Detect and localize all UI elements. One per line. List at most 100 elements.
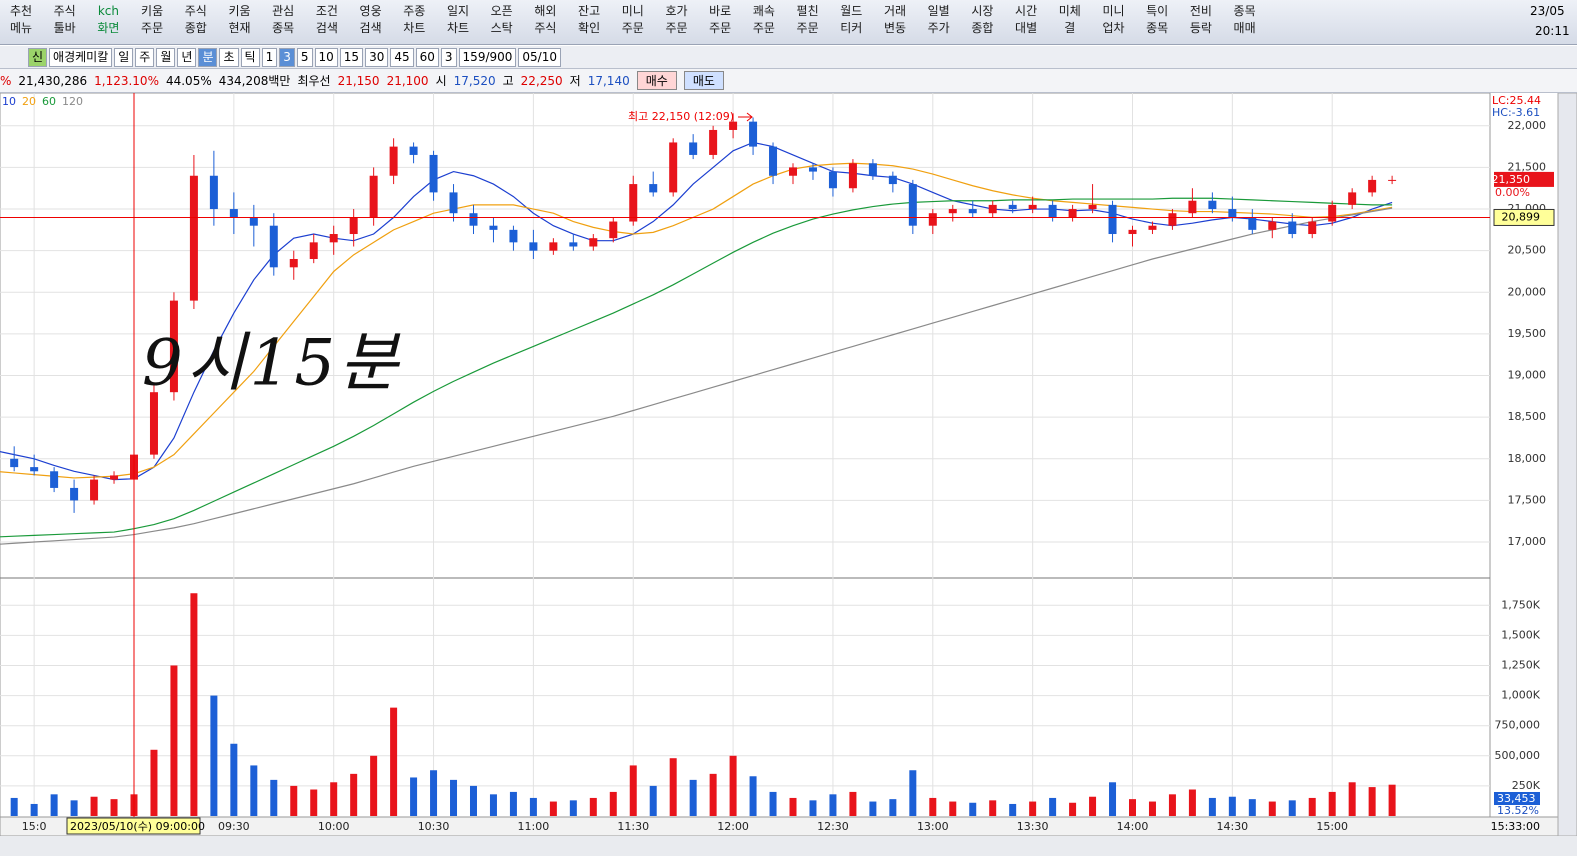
y-tick-label: 20,500: [1508, 244, 1547, 257]
toolbar-item[interactable]: 10: [314, 47, 338, 67]
toolbar-item[interactable]: 년: [177, 47, 197, 67]
candle-body: [329, 234, 338, 243]
toolbar-item[interactable]: 분: [198, 47, 218, 67]
toolbar-button[interactable]: 시간 대별: [1005, 3, 1047, 41]
volume-bar: [190, 593, 198, 816]
toolbar-button[interactable]: 종목 매매: [1224, 3, 1266, 41]
moving-average-line: [0, 162, 1393, 479]
toolbar-button[interactable]: 주식 종합: [175, 3, 217, 41]
toolbar-item[interactable]: 애경케미칼: [49, 47, 113, 67]
volume-bar: [1268, 801, 1276, 816]
toolbar-item[interactable]: 45: [390, 47, 414, 67]
button-line: 키움: [141, 4, 164, 18]
toolbar-item[interactable]: 60: [415, 47, 439, 67]
info-item: 21,100: [386, 73, 429, 88]
toolbar-button[interactable]: 조건 검색: [306, 3, 348, 41]
volume-bar: [50, 794, 58, 816]
toolbar-button[interactable]: 시장 종합: [961, 3, 1003, 41]
toolbar-button[interactable]: 바로 주문: [699, 3, 741, 41]
candle-body: [189, 175, 198, 301]
toolbar-item[interactable]: 159/900: [458, 47, 517, 67]
toolbar-button[interactable]: 키움 현재: [219, 3, 261, 41]
button-line: 종목: [272, 21, 295, 35]
candle-body: [988, 204, 997, 214]
button-line: 매매: [1233, 21, 1256, 35]
toolbar-button[interactable]: 키움 주문: [131, 3, 173, 41]
y-tick-label: 750,000: [1495, 719, 1541, 732]
toolbar-button[interactable]: 잔고 확인: [568, 3, 610, 41]
toolbar-button[interactable]: 호가 주문: [656, 3, 698, 41]
toolbar-button[interactable]: 주종 차트: [393, 3, 435, 41]
toolbar-item[interactable]: 05/10: [518, 47, 561, 67]
toolbar-button[interactable]: 오픈 스탁: [481, 3, 523, 41]
order-button[interactable]: 매도: [683, 71, 724, 90]
x-tick-label: 14:30: [1216, 820, 1248, 833]
toolbar-item[interactable]: 월: [156, 47, 176, 67]
candle-body: [928, 213, 937, 226]
y-tick-label: 500,000: [1495, 749, 1541, 762]
candle-body: [789, 167, 798, 176]
toolbar-item[interactable]: 5: [296, 47, 313, 67]
toolbar-button[interactable]: 월드 티커: [830, 3, 872, 41]
toolbar-item[interactable]: 30: [365, 47, 389, 67]
toolbar-button[interactable]: 미니 주문: [612, 3, 654, 41]
toolbar-button[interactable]: 추천 메뉴: [0, 3, 42, 41]
toolbar-button[interactable]: 해외 주식: [524, 3, 566, 41]
toolbar-button[interactable]: 특이 종목: [1136, 3, 1178, 41]
candle-body: [249, 217, 258, 226]
toolbar-button[interactable]: 전비 등락: [1180, 3, 1222, 41]
button-line: 주종: [403, 4, 426, 18]
status-bar: [0, 836, 1577, 856]
candle-body: [888, 175, 897, 185]
button-line: 시장: [971, 4, 994, 18]
button-line: 미체: [1058, 4, 1081, 18]
toolbar-button[interactable]: 영웅 검색: [350, 3, 392, 41]
volume-bar: [1168, 794, 1176, 816]
order-button[interactable]: 매수: [636, 71, 677, 90]
volume-bar: [569, 800, 577, 816]
toolbar-button[interactable]: kch 화면: [87, 3, 129, 41]
button-line: 주가: [927, 21, 950, 35]
volume-bar: [350, 773, 358, 816]
toolbar-button[interactable]: 쾌속 주문: [743, 3, 785, 41]
toolbar-button[interactable]: 주식 툴바: [44, 3, 86, 41]
toolbar-item[interactable]: 틱: [240, 47, 260, 67]
volume-bar: [469, 785, 477, 816]
volume-bar: [1228, 796, 1236, 816]
toolbar-item[interactable]: 15: [339, 47, 364, 67]
volume-bar: [909, 770, 917, 816]
candle-body: [948, 209, 957, 214]
volume-bar: [1388, 784, 1396, 816]
candle-body: [968, 209, 977, 214]
toolbar-button[interactable]: 관심 종목: [262, 3, 304, 41]
toolbar-button[interactable]: 펼친 주문: [787, 3, 829, 41]
toolbar-item[interactable]: 1: [261, 47, 278, 67]
x-tick-label: 12:30: [817, 820, 849, 833]
y-tick-label: 250K: [1512, 779, 1541, 792]
info-item: 17,140: [587, 73, 630, 88]
toolbar-item[interactable]: 3: [440, 47, 457, 67]
candle-body: [1388, 179, 1397, 181]
button-line: 시간: [1015, 4, 1038, 18]
button-line: 변동: [883, 21, 907, 35]
toolbar-item[interactable]: 신: [28, 47, 48, 67]
button-line: 잔고: [578, 4, 601, 18]
candle-body: [169, 300, 178, 393]
legend-entry: 60: [42, 95, 56, 108]
legend-entry: 20: [22, 95, 36, 108]
volume-bar: [1348, 782, 1356, 816]
toolbar-item[interactable]: 초: [219, 47, 239, 67]
toolbar-item[interactable]: 3: [279, 47, 295, 67]
toolbar-button[interactable]: 미체 결: [1049, 3, 1091, 41]
candle-body: [749, 121, 758, 147]
button-line: 전비: [1189, 4, 1212, 18]
toolbar-button[interactable]: 미니 업차: [1093, 3, 1135, 41]
candle-body: [729, 121, 738, 130]
toolbar-button[interactable]: 일별 주가: [918, 3, 960, 41]
toolbar-item[interactable]: 일: [114, 47, 134, 67]
button-line: 스탁: [490, 21, 513, 35]
toolbar-button[interactable]: 일지 차트: [437, 3, 479, 41]
x-tick-label: 15:0: [22, 820, 47, 833]
toolbar-item[interactable]: 주: [135, 47, 155, 67]
toolbar-button[interactable]: 거래 변동: [874, 3, 916, 41]
